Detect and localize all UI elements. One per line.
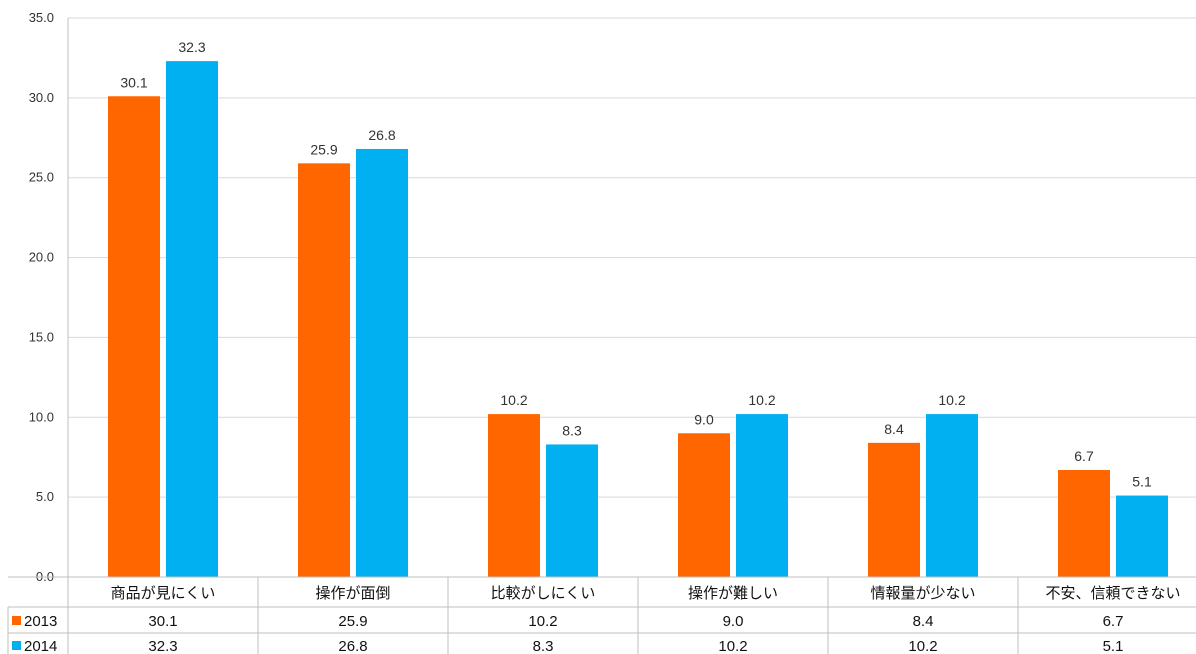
- bar-2013-1: [298, 163, 350, 577]
- data-label-2013-5: 6.7: [1074, 448, 1094, 464]
- category-label-4: 情報量が少ない: [870, 584, 975, 602]
- category-label-1: 操作が面倒: [315, 584, 390, 602]
- bar-2014-3: [736, 414, 788, 577]
- bar-2014-1: [356, 148, 408, 578]
- table-value-2013-1: 25.9: [338, 613, 367, 630]
- bar-2014-0: [166, 61, 218, 577]
- bar-2013-5: [1058, 469, 1110, 577]
- data-table: 商品が見にくい 操作が面倒 比較がしにくい 操作が難しい 情報量が少ない 不安、信頼できな…: [7, 576, 1196, 654]
- legend-label-2013: 2013: [24, 613, 57, 630]
- data-label-2014-4: 10.2: [938, 392, 965, 408]
- legend-swatch-2013: [12, 616, 21, 625]
- bar-2013-4: [868, 442, 920, 577]
- y-tick-label: 30.0: [29, 90, 54, 105]
- bar-2014-5: [1116, 495, 1168, 577]
- y-tick-label: 25.0: [29, 170, 54, 185]
- table-value-2013-2: 10.2: [528, 613, 557, 630]
- data-label-2013-2: 10.2: [500, 392, 527, 408]
- legend-swatch-2014: [12, 641, 21, 650]
- table-value-2014-4: 10.2: [908, 638, 937, 654]
- data-label-2014-5: 5.1: [1132, 474, 1152, 490]
- data-label-2014-2: 8.3: [562, 422, 582, 438]
- bar-2014-2: [546, 444, 598, 577]
- category-label-2: 比較がしにくい: [491, 584, 596, 602]
- data-label-2013-1: 25.9: [310, 141, 337, 157]
- category-label-5: 不安、信頼できない: [1045, 584, 1180, 602]
- data-labels: 30.1 32.3 25.9 26.8 10.2 8.3 9.0 10.2 8.4 10.2 6.7…: [120, 39, 1152, 489]
- y-tick-label: 15.0: [29, 329, 54, 344]
- y-tick-label: 20.0: [29, 250, 54, 265]
- table-value-2013-3: 9.0: [723, 613, 744, 630]
- bar-2013-3: [678, 433, 730, 577]
- category-label-0: 商品が見にくい: [111, 584, 216, 602]
- bar-2013-0: [108, 96, 160, 577]
- legend-label-2014: 2014: [24, 638, 57, 654]
- table-value-2013-4: 8.4: [913, 613, 934, 630]
- data-label-2014-3: 10.2: [748, 392, 775, 408]
- gridlines: [67, 17, 1196, 578]
- category-label-3: 操作が難しい: [688, 584, 778, 602]
- data-label-2013-3: 9.0: [694, 411, 714, 427]
- bars: [108, 61, 1168, 578]
- table-value-2013-0: 30.1: [148, 613, 177, 630]
- y-tick-label: 35.0: [29, 10, 54, 25]
- table-value-2014-5: 5.1: [1103, 638, 1124, 654]
- data-label-2014-1: 26.8: [368, 127, 395, 143]
- data-label-2013-4: 8.4: [884, 421, 904, 437]
- y-axis-ticks: 0.05.010.015.020.025.030.035.0: [29, 10, 54, 584]
- bar-2014-4: [926, 414, 978, 577]
- data-label-2013-0: 30.1: [120, 74, 147, 90]
- y-tick-label: 5.0: [36, 489, 54, 504]
- table-value-2014-3: 10.2: [718, 638, 747, 654]
- bar-2013-2: [488, 414, 540, 577]
- table-value-2014-0: 32.3: [148, 638, 177, 654]
- table-value-2013-5: 6.7: [1103, 613, 1124, 630]
- data-label-2014-0: 32.3: [178, 39, 205, 55]
- table-value-2014-1: 26.8: [338, 638, 367, 654]
- y-tick-label: 10.0: [29, 409, 54, 424]
- table-value-2014-2: 8.3: [533, 638, 554, 654]
